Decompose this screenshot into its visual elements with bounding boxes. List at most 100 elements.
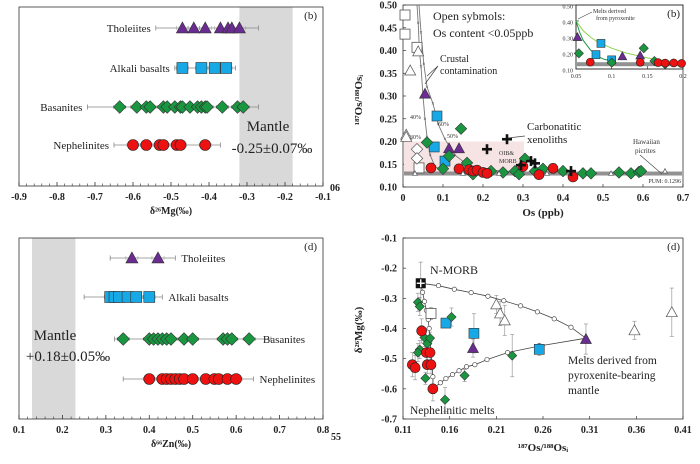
- data-point: [425, 162, 437, 174]
- cross-v: [529, 156, 533, 167]
- plot-frame: [18, 237, 324, 420]
- group-basanites: Basanites: [40, 100, 259, 114]
- annotation-crustal: Crustal: [440, 54, 469, 65]
- data-point: [427, 383, 439, 395]
- x-tick-label: 0.2: [679, 74, 687, 80]
- x-tick-label: 0.26: [534, 425, 552, 436]
- x-axis-label: ¹⁸⁷Os/¹⁸⁸Osᵢ: [518, 442, 569, 454]
- cross-v: [485, 144, 489, 155]
- annotation-hawaiian: Hawaiian: [633, 138, 660, 146]
- data-point: [424, 347, 436, 358]
- data-point: [187, 21, 201, 34]
- mixing-node: [484, 357, 490, 363]
- mantle-label: Mantle: [247, 119, 290, 135]
- data-point: [400, 130, 413, 142]
- annotation-pyroxenite-2: pyroxenite-bearing: [568, 370, 656, 382]
- data-point: [572, 31, 583, 41]
- y-tick-label: 0.15: [380, 160, 398, 171]
- y-tick-label: 0.10: [380, 183, 398, 194]
- mantle-band: [32, 238, 76, 419]
- data-point: [439, 394, 451, 405]
- inset-series-tholeiites: [572, 31, 646, 61]
- data-point: [517, 161, 529, 172]
- data-point: [143, 291, 156, 303]
- data-point: [498, 314, 511, 326]
- x-tick-label: 0.1: [437, 193, 450, 204]
- data-point: [584, 167, 598, 180]
- data-point: [399, 9, 411, 21]
- data-point: [199, 139, 211, 151]
- data-point: [669, 58, 679, 68]
- mixing-node: [485, 293, 491, 299]
- data-point: [116, 332, 130, 346]
- data-point: [459, 170, 467, 176]
- data-point: [579, 332, 592, 344]
- data-point: [665, 305, 678, 318]
- data-point: [661, 167, 669, 174]
- group-tholeiites: Tholeiites: [109, 251, 225, 265]
- mixing-node: [443, 376, 449, 382]
- y-tick-label: 0.50: [380, 1, 398, 12]
- data-point: [547, 163, 559, 174]
- group-basanites: Basanites: [114, 332, 305, 346]
- x-tick-label: 0.15: [642, 74, 653, 80]
- data-point: [112, 100, 127, 114]
- x-tick-label: 0.41: [674, 425, 692, 436]
- x-tick-label: -0.3: [239, 192, 255, 203]
- y-axis-label: ¹⁸⁷Os/¹⁸⁸Osᵢ: [353, 75, 365, 126]
- data-point: [425, 308, 437, 319]
- series-n-morb: [415, 278, 426, 289]
- data-point: [573, 48, 584, 59]
- data-point: [174, 139, 187, 151]
- y-tick-label: 0.20: [563, 53, 574, 59]
- x-tick-label: -0.4: [201, 192, 217, 203]
- data-point: [143, 100, 157, 114]
- mantle-value-label: +0.18±0.05‰: [26, 349, 110, 365]
- mixing-node: [463, 364, 469, 370]
- mixing-node: [568, 324, 574, 330]
- y-tick-label: -0.3: [381, 294, 397, 305]
- data-point: [409, 362, 421, 374]
- annotation-nephelinitic: Nephelinitic melts: [410, 405, 495, 417]
- data-point: [653, 58, 663, 67]
- y-tick-label: -0.5: [381, 354, 397, 365]
- group-label: Tholeiites: [107, 23, 151, 35]
- data-point: [533, 169, 545, 181]
- y-tick-label: 0.25: [380, 114, 398, 125]
- group-label: Basanites: [263, 334, 305, 346]
- series-open-squares: [399, 9, 425, 174]
- carbonatitic-pointer: [507, 135, 526, 139]
- y-tick-label: -0.1: [381, 234, 397, 245]
- panel-zn-strip: 0.1 0.2 0.3 0.4 0.5 0.6 0.7 0.8 δ⁶⁶Zn(‰) (d) Thole…: [13, 237, 329, 450]
- data-point: [634, 164, 648, 178]
- data-point: [452, 142, 466, 154]
- group-alkali-basalts: Alkali basalts: [110, 62, 237, 75]
- panel-mg-vs-os: 0.11 0.16 0.21 0.26 0.31 0.36 0.41 -0.1 -0.2 -0.3…: [353, 234, 692, 455]
- data-point: [225, 332, 239, 346]
- mixing-node: [426, 325, 432, 331]
- annotation-carbonatitic: Carbonatitic: [527, 121, 581, 133]
- y-tick-label: -0.4: [381, 324, 397, 335]
- data-point: [482, 144, 492, 155]
- annotation-morb: MORB: [499, 159, 517, 165]
- data-point: [436, 162, 450, 175]
- series-open-diamonds: [410, 142, 424, 165]
- data-point: [130, 100, 144, 114]
- x-tick-label: -0.8: [49, 192, 65, 203]
- data-point: [526, 156, 536, 167]
- x-tick-label: 0.4: [143, 425, 156, 436]
- cross-square-v: [420, 279, 422, 288]
- label-50pct: 50%: [447, 134, 458, 140]
- x-tick-label: -0.9: [11, 192, 27, 203]
- x-tick-label: -0.5: [163, 192, 179, 203]
- mixing-node: [534, 309, 540, 315]
- data-point: [635, 57, 645, 67]
- curve-tick-mark: ×: [417, 21, 420, 27]
- data-point: [638, 43, 649, 54]
- data-point: [585, 57, 595, 67]
- data-point: [442, 149, 456, 163]
- curve-tick-mark: ×: [419, 30, 422, 36]
- x-tick-label: -0.2: [277, 192, 293, 203]
- data-point: [151, 251, 165, 264]
- data-point: [468, 328, 480, 339]
